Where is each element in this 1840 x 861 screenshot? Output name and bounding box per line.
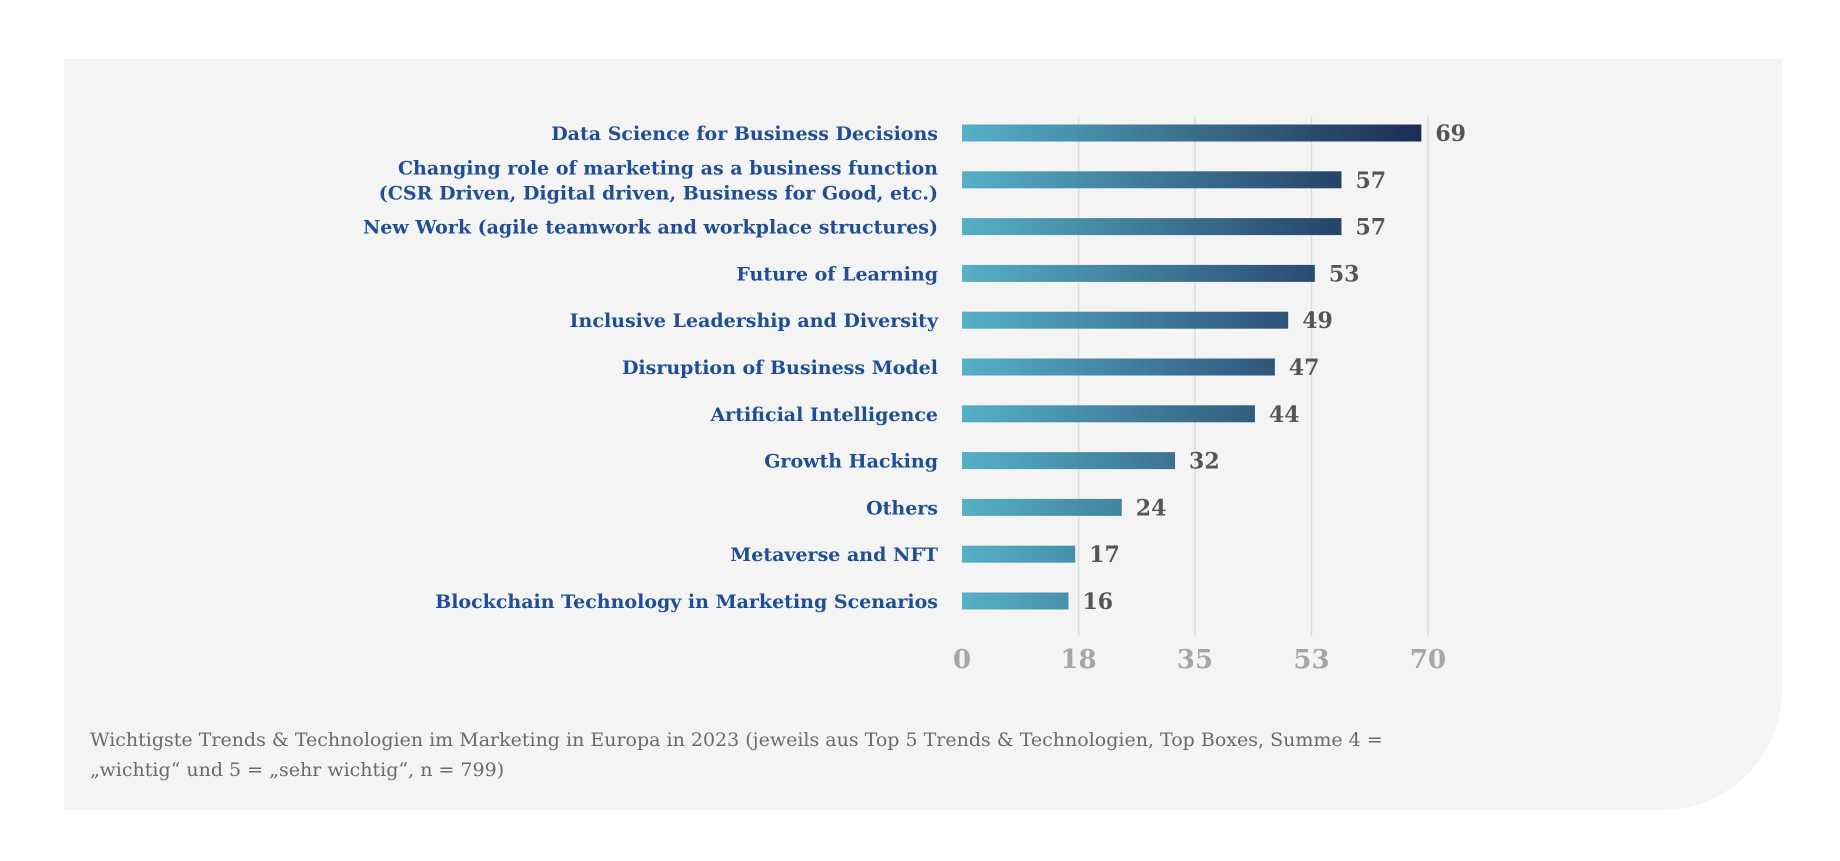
chart-caption: Wichtigste Trends & Technologien im Mark… (90, 729, 1383, 781)
bar (962, 592, 1069, 610)
bar (962, 452, 1176, 470)
value-label: 24 (1136, 495, 1167, 521)
chart-card (64, 59, 1782, 810)
bar (962, 171, 1342, 189)
value-label: 16 (1083, 589, 1114, 615)
category-label-line: Others (866, 497, 938, 519)
category-label-line: Future of Learning (736, 263, 938, 285)
value-label: 53 (1329, 261, 1360, 287)
x-tick-label: 0 (953, 645, 971, 675)
category-labels: Data Science for Business Decisions Chang… (363, 123, 939, 613)
category-label: Future of Learning (736, 263, 938, 285)
category-label: Artificial Intelligence (709, 404, 938, 426)
value-label: 47 (1289, 355, 1320, 381)
bar (962, 498, 1122, 516)
category-label: Changing role of marketing as a business… (379, 157, 938, 204)
category-label-line: (CSR Driven, Digital driven, Business fo… (379, 182, 938, 204)
x-tick-label: 70 (1410, 645, 1446, 675)
category-label: Disruption of Business Model (622, 357, 938, 379)
category-label: Metaverse and NFT (730, 544, 938, 566)
category-label-line: New Work (agile teamwork and workplace s… (363, 217, 938, 239)
category-label-line: Inclusive Leadership and Diversity (570, 310, 939, 332)
value-label: 17 (1089, 542, 1120, 568)
category-label: Others (866, 497, 938, 519)
bar (962, 358, 1275, 376)
x-tick-label: 18 (1060, 645, 1096, 675)
category-label-line: Changing role of marketing as a business… (398, 157, 938, 179)
bars (962, 124, 1422, 610)
x-axis-ticks: 0 18 35 53 70 (953, 645, 1446, 675)
bar (962, 124, 1422, 142)
category-label: Growth Hacking (764, 451, 938, 473)
x-tick-label: 35 (1177, 645, 1213, 675)
bar (962, 545, 1076, 563)
value-label: 69 (1435, 121, 1466, 147)
category-label: New Work (agile teamwork and workplace s… (363, 217, 938, 239)
category-label: Blockchain Technology in Marketing Scena… (435, 591, 938, 613)
category-label: Inclusive Leadership and Diversity (570, 310, 939, 332)
x-tick-label: 53 (1293, 645, 1329, 675)
value-label: 44 (1269, 402, 1300, 428)
category-label-line: Data Science for Business Decisions (551, 123, 938, 145)
gridlines (1077, 117, 1429, 636)
category-label-line: Growth Hacking (764, 451, 938, 473)
value-label: 57 (1355, 215, 1386, 241)
bar (962, 218, 1342, 236)
value-label: 49 (1302, 308, 1333, 334)
category-label-line: Metaverse and NFT (730, 544, 938, 566)
category-label: Data Science for Business Decisions (551, 123, 938, 145)
value-labels: 69 57 57 53 49 47 44 32 24 17 16 (1083, 121, 1466, 615)
category-label-line: Disruption of Business Model (622, 357, 938, 379)
bar (962, 264, 1315, 282)
value-label: 32 (1189, 449, 1220, 475)
bar (962, 405, 1255, 423)
category-label-line: Blockchain Technology in Marketing Scena… (435, 591, 938, 613)
category-label-line: Artificial Intelligence (709, 404, 938, 426)
bar (962, 311, 1289, 329)
value-label: 57 (1355, 168, 1386, 194)
